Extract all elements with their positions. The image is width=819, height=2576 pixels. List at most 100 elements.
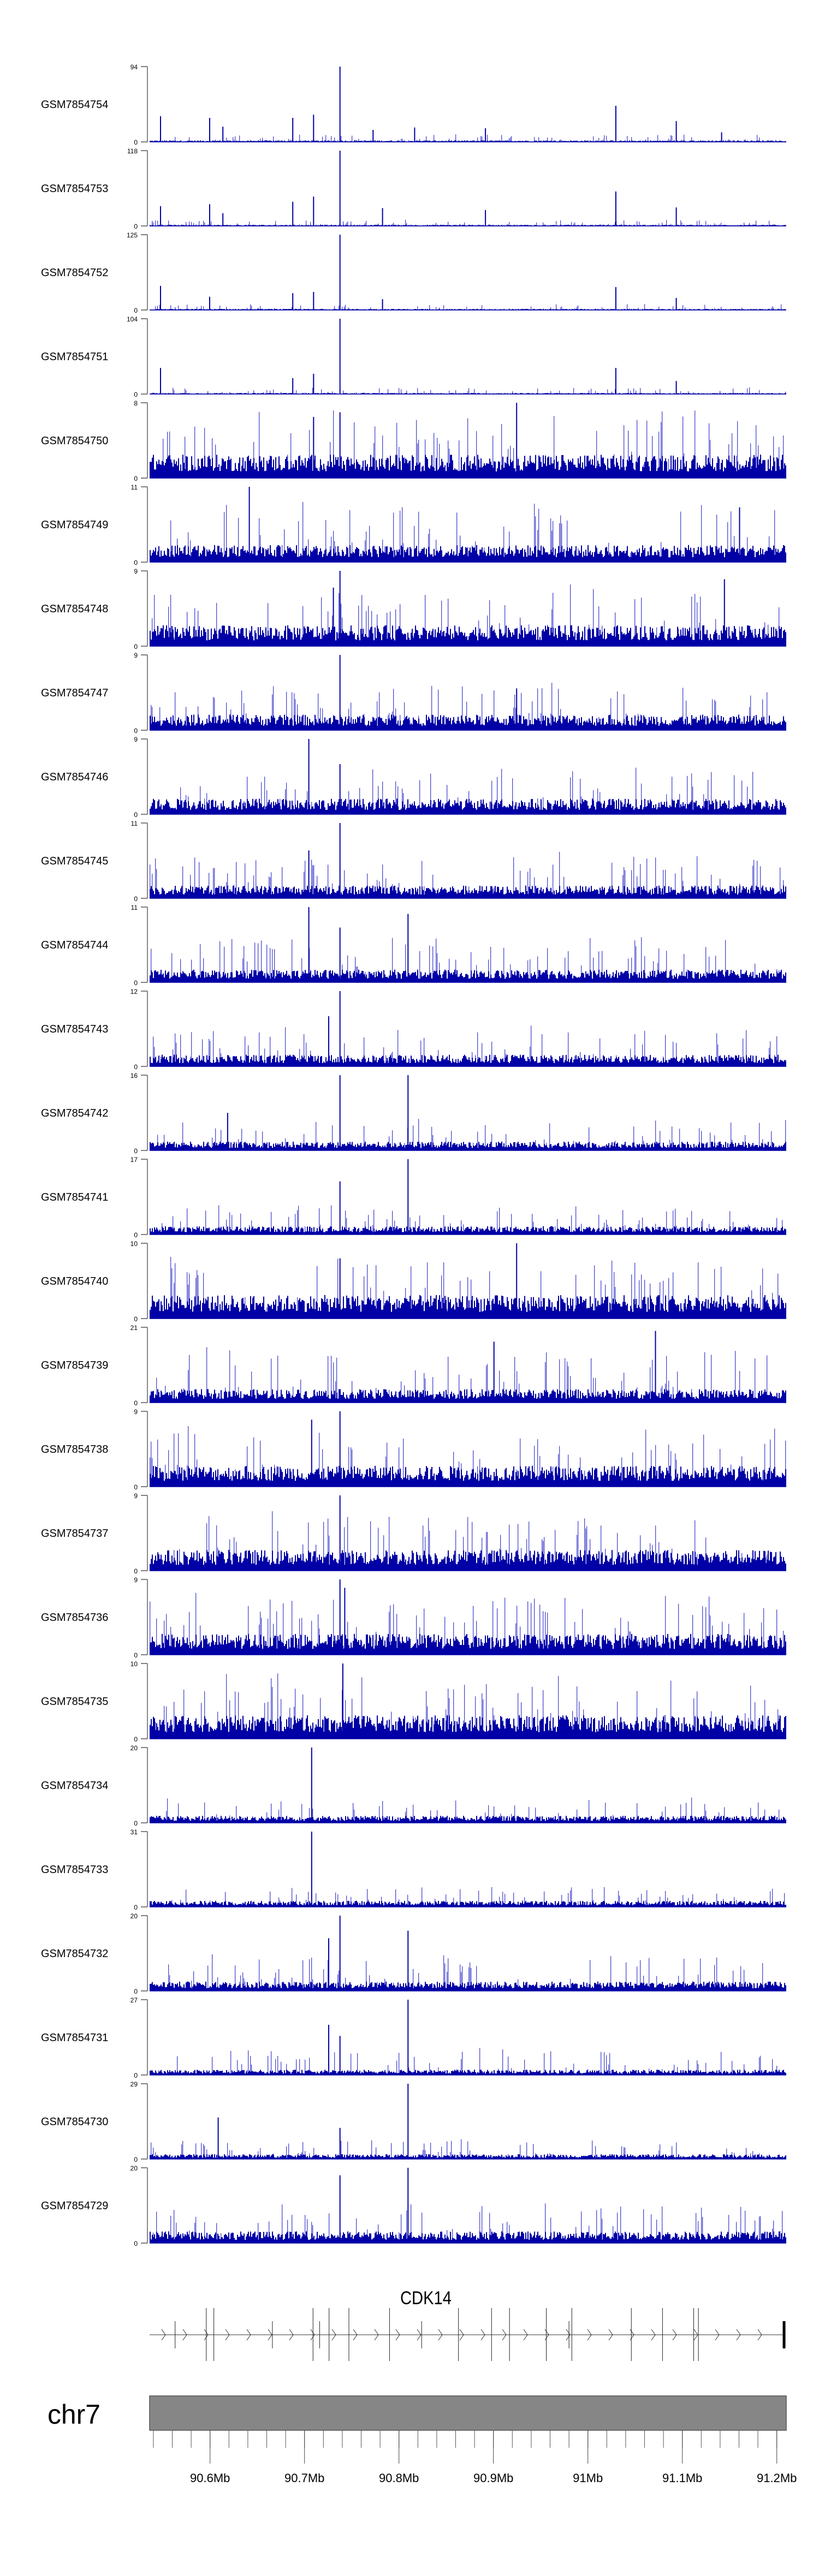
track-label: GSM7854743 bbox=[41, 1023, 108, 1035]
signal-peak bbox=[339, 412, 341, 479]
genome-axis: 90.6Mb 90.7Mb 90.8Mb 90.9Mb 91Mb 91.1Mb 91.2Mb bbox=[153, 2430, 797, 2485]
track-label: GSM7854733 bbox=[41, 1864, 108, 1876]
strand-arrow-icon bbox=[204, 2329, 209, 2341]
x-tick-label: 90.7Mb bbox=[284, 2471, 324, 2485]
signal-background bbox=[150, 2154, 786, 2159]
signal-peak bbox=[339, 67, 341, 142]
signal-peak bbox=[407, 1159, 409, 1235]
signal-background bbox=[150, 2231, 786, 2243]
track-GSM7854753: GSM7854753 118 0 bbox=[41, 147, 786, 230]
y-tick-label-min: 0 bbox=[134, 1063, 138, 1071]
signal-peak bbox=[328, 1938, 329, 1991]
y-tick-label-min: 0 bbox=[134, 1651, 138, 1659]
strand-arrow-icon bbox=[268, 2329, 272, 2341]
signal-background bbox=[150, 1816, 786, 1823]
signal-background bbox=[150, 969, 786, 982]
signal-peak bbox=[344, 1588, 346, 1655]
signal-peak bbox=[407, 1930, 409, 1991]
signal-peak bbox=[739, 507, 740, 562]
signal-peak bbox=[339, 764, 341, 814]
signal-peak bbox=[723, 579, 725, 646]
signal-spikes bbox=[155, 304, 782, 310]
strand-arrow-icon bbox=[246, 2329, 251, 2341]
track-label: GSM7854753 bbox=[41, 183, 108, 195]
signal-peak bbox=[407, 2000, 409, 2075]
track-GSM7854746: GSM7854746 9 0 bbox=[41, 736, 786, 819]
track-label: GSM7854751 bbox=[41, 351, 108, 363]
track-GSM7854735: GSM7854735 10 0 bbox=[41, 1660, 786, 1743]
signal-peak bbox=[339, 2175, 341, 2243]
signal-peak bbox=[292, 201, 294, 226]
y-tick-label-min: 0 bbox=[134, 2072, 138, 2079]
x-tick-label: 90.9Mb bbox=[473, 2471, 513, 2485]
y-tick-label-max: 11 bbox=[131, 820, 138, 827]
track-label: GSM7854747 bbox=[41, 687, 108, 699]
strand-arrow-icon bbox=[715, 2329, 720, 2341]
y-tick-label-max: 27 bbox=[130, 1996, 138, 2004]
signal-peak bbox=[485, 210, 486, 226]
signal-peak bbox=[493, 1341, 495, 1403]
signal-spikes bbox=[153, 2203, 783, 2243]
y-tick-label-max: 125 bbox=[127, 231, 138, 239]
track-GSM7854749: GSM7854749 11 0 bbox=[41, 484, 786, 567]
signal-peak bbox=[311, 1420, 312, 1487]
signal-background bbox=[150, 1295, 786, 1319]
signal-peak bbox=[675, 207, 677, 226]
track-GSM7854744: GSM7854744 11 0 bbox=[41, 904, 786, 987]
signal-spikes bbox=[150, 851, 784, 898]
track-GSM7854748: GSM7854748 9 0 bbox=[41, 568, 786, 651]
signal-peak bbox=[339, 2127, 341, 2159]
signal-peak bbox=[342, 1663, 343, 1739]
strand-arrow-icon bbox=[459, 2329, 464, 2341]
track-label: GSM7854741 bbox=[41, 1191, 108, 1203]
track-label: GSM7854745 bbox=[41, 855, 108, 867]
y-tick-label-max: 9 bbox=[134, 568, 138, 575]
track-GSM7854739: GSM7854739 21 0 bbox=[41, 1324, 786, 1407]
signal-peak bbox=[372, 130, 374, 142]
track-label: GSM7854746 bbox=[41, 771, 108, 783]
track-label: GSM7854730 bbox=[41, 2116, 108, 2128]
strand-arrow-icon bbox=[182, 2329, 187, 2341]
y-tick-label-max: 20 bbox=[130, 1744, 138, 1752]
signal-peak bbox=[308, 907, 310, 982]
y-tick-label-min: 0 bbox=[134, 979, 138, 987]
track-GSM7854751: GSM7854751 104 0 bbox=[41, 315, 786, 398]
signal-peak bbox=[217, 2117, 219, 2159]
signal-peak bbox=[655, 1331, 656, 1403]
signal-peak bbox=[222, 213, 224, 226]
signal-peak bbox=[292, 118, 294, 142]
y-tick-label-max: 31 bbox=[130, 1828, 138, 1836]
signal-peak bbox=[209, 118, 210, 142]
signal-peak bbox=[313, 373, 314, 394]
track-GSM7854741: GSM7854741 17 0 bbox=[41, 1156, 786, 1239]
signal-peak bbox=[339, 2036, 341, 2075]
signal-peak bbox=[248, 487, 250, 562]
chromosome-bar bbox=[149, 2395, 787, 2431]
y-tick-label-max: 16 bbox=[130, 1072, 138, 1080]
x-tick-label: 90.6Mb bbox=[190, 2471, 230, 2485]
signal-peak bbox=[339, 1495, 341, 1571]
signal-background bbox=[150, 2070, 786, 2075]
y-tick-label-min: 0 bbox=[134, 2156, 138, 2163]
track-label: GSM7854744 bbox=[41, 939, 108, 951]
strand-arrow-icon bbox=[480, 2329, 485, 2341]
y-tick-label-max: 21 bbox=[130, 1324, 138, 1332]
signal-background bbox=[150, 1226, 786, 1235]
signal-peak bbox=[516, 403, 518, 478]
signal-peak bbox=[339, 1181, 341, 1235]
signal-peak bbox=[227, 1113, 228, 1150]
strand-arrow-icon bbox=[736, 2329, 741, 2341]
signal-peak bbox=[311, 1832, 312, 1907]
signal-peak bbox=[407, 2168, 409, 2243]
y-tick-label-max: 9 bbox=[134, 1408, 138, 1416]
signal-peak bbox=[328, 1016, 329, 1066]
signal-peak bbox=[222, 127, 224, 142]
signal-spikes bbox=[150, 1593, 784, 1655]
track-GSM7854732: GSM7854732 20 0 bbox=[41, 1912, 786, 1995]
track-GSM7854737: GSM7854737 9 0 bbox=[41, 1492, 786, 1575]
signal-peak bbox=[292, 378, 294, 394]
gene-track: CDK14 bbox=[150, 2288, 786, 2361]
y-tick-label-max: 104 bbox=[127, 315, 138, 323]
data-tracks: GSM7854754940GSM78547531180GSM7854752125… bbox=[41, 63, 786, 2247]
strand-arrow-icon bbox=[523, 2329, 528, 2341]
